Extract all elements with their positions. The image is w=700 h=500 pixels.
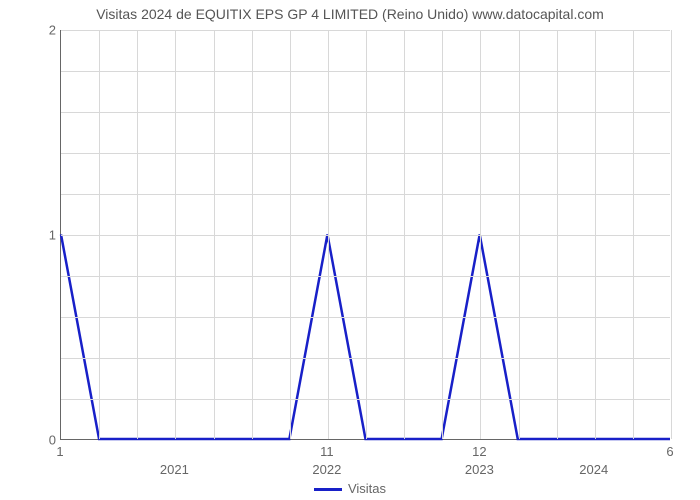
legend-label: Visitas xyxy=(348,481,386,496)
y-tick-label: 1 xyxy=(38,228,56,243)
x-year-label: 2023 xyxy=(465,462,494,477)
x-tick-label: 6 xyxy=(666,444,673,459)
gridline-v xyxy=(137,30,138,439)
x-year-label: 2022 xyxy=(312,462,341,477)
legend: Visitas xyxy=(0,481,700,496)
gridline-v xyxy=(99,30,100,439)
y-tick-label: 2 xyxy=(38,23,56,38)
legend-swatch xyxy=(314,488,342,491)
x-tick-label: 11 xyxy=(320,444,334,459)
gridline-v xyxy=(404,30,405,439)
gridline-v xyxy=(671,30,672,439)
gridline-v xyxy=(290,30,291,439)
gridline-v xyxy=(519,30,520,439)
plot-area xyxy=(60,30,670,440)
gridline-v xyxy=(480,30,481,439)
y-tick-label: 0 xyxy=(38,433,56,448)
x-tick-label: 1 xyxy=(56,444,63,459)
gridline-v xyxy=(175,30,176,439)
gridline-v xyxy=(328,30,329,439)
x-year-label: 2024 xyxy=(579,462,608,477)
chart-container: Visitas 2024 de EQUITIX EPS GP 4 LIMITED… xyxy=(0,0,700,500)
chart-title: Visitas 2024 de EQUITIX EPS GP 4 LIMITED… xyxy=(0,6,700,22)
gridline-v xyxy=(214,30,215,439)
x-tick-label: 12 xyxy=(472,444,486,459)
gridline-v xyxy=(366,30,367,439)
gridline-v xyxy=(557,30,558,439)
x-year-label: 2021 xyxy=(160,462,189,477)
gridline-v xyxy=(633,30,634,439)
gridline-v xyxy=(595,30,596,439)
gridline-v xyxy=(252,30,253,439)
gridline-v xyxy=(442,30,443,439)
